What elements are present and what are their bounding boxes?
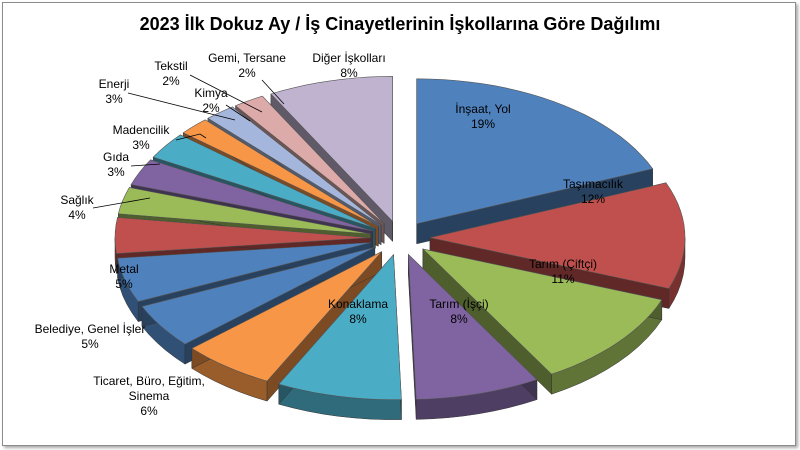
- slice-name: Tekstil: [154, 59, 187, 73]
- slice-7: [117, 242, 372, 302]
- slice-name: Gemi, Tersane: [208, 51, 286, 65]
- slice-percent: 5%: [81, 337, 99, 351]
- slice-label-12: Kimya 2%: [194, 86, 228, 115]
- slice-9: [117, 187, 371, 235]
- leader-line-11: [127, 92, 236, 121]
- slice-percent: 8%: [349, 312, 367, 326]
- slice-percent: 3%: [107, 165, 125, 179]
- slice-3: [407, 253, 538, 400]
- slice-1: [429, 182, 686, 289]
- slice-10: [130, 159, 373, 232]
- slice-label-4: Konaklama 8%: [328, 297, 388, 326]
- leader-line-13: [189, 74, 263, 113]
- slice-name: Belediye, Genel İşler: [35, 322, 146, 336]
- slice-name: Diğer İşkolları: [312, 51, 385, 65]
- leader-line-12: [225, 104, 251, 122]
- slice-5: [191, 251, 383, 382]
- leader-line-8: [92, 197, 151, 209]
- slice-percent: 11%: [551, 272, 574, 286]
- slice-name: Metal: [109, 262, 138, 276]
- slice-12: [182, 119, 379, 227]
- slice-percent: 3%: [105, 92, 123, 106]
- slice-percent: 8%: [340, 66, 358, 80]
- slice-label-8: Sağlık 4%: [60, 193, 94, 222]
- slice-percent: 2%: [162, 74, 180, 88]
- slice-name: Tarım (Çiftçi): [529, 257, 597, 271]
- slice-percent: 6%: [140, 404, 158, 418]
- slice-label-0: İnşaat, Yol 19%: [455, 102, 510, 131]
- slice-label-5: Ticaret, Büro, Eğitim, Sinema 6%: [93, 374, 205, 418]
- slice-name: İnşaat, Yol: [455, 102, 510, 116]
- slice-percent: 8%: [450, 312, 468, 326]
- slice-name: Gıda: [103, 150, 129, 164]
- slice-name: Sinema: [129, 389, 170, 403]
- slice-0: [416, 78, 654, 225]
- slice-name: Sağlık: [60, 193, 94, 207]
- slice-label-3: Tarım (İşçi) 8%: [429, 297, 488, 326]
- leader-line-9: [130, 163, 161, 167]
- slice-name: Ticaret, Büro, Eğitim,: [93, 374, 205, 388]
- slice-percent: 2%: [238, 66, 256, 80]
- slice-label-6: Belediye, Genel İşler 5%: [35, 322, 146, 351]
- slice-label-1: Taşımacılık 12%: [563, 177, 624, 206]
- slice-name: Taşımacılık: [563, 177, 624, 191]
- slice-label-13: Tekstil 2%: [154, 59, 187, 88]
- chart-title: 2023 İlk Dokuz Ay / İş Cinayetlerinin İş…: [139, 14, 661, 34]
- slice-label-11: Enerji 3%: [99, 77, 130, 106]
- slice-name: Enerji: [99, 77, 130, 91]
- slice-labels: İnşaat, Yol 19% Taşımacılık 12% Tarım (Çiftç…: [35, 51, 624, 418]
- slice-percent: 5%: [115, 277, 133, 291]
- slice-label-9: Gıda 3%: [103, 150, 129, 179]
- slice-percent: 2%: [202, 101, 220, 115]
- slice-15: [270, 76, 393, 223]
- slice-label-10: Madencilik 3%: [113, 123, 171, 152]
- slice-4: [278, 253, 402, 401]
- slice-percent: 4%: [68, 208, 86, 222]
- slice-name: Konaklama: [328, 297, 388, 311]
- slice-13: [207, 106, 382, 225]
- slice-name: Madencilik: [113, 123, 171, 137]
- slice-percent: 3%: [132, 138, 150, 152]
- slice-11: [152, 134, 376, 229]
- slice-2: [421, 248, 663, 375]
- slice-name: Kimya: [194, 86, 228, 100]
- slice-8: [114, 217, 371, 254]
- slice-6: [141, 247, 375, 345]
- slice-percent: 12%: [581, 192, 605, 206]
- slice-label-15: Diğer İşkolları 8%: [312, 51, 385, 80]
- pie-tops: [114, 76, 686, 401]
- leader-line-10: [175, 133, 207, 141]
- leader-line-14: [261, 79, 285, 105]
- slice-label-2: Tarım (Çiftçi) 11%: [529, 257, 597, 286]
- slice-label-7: Metal 5%: [109, 262, 138, 291]
- slice-label-14: Gemi, Tersane 2%: [208, 51, 286, 80]
- leader-lines: [92, 74, 285, 209]
- slice-14: [234, 95, 385, 224]
- slice-percent: 19%: [471, 117, 495, 131]
- slice-name: Tarım (İşçi): [429, 297, 488, 311]
